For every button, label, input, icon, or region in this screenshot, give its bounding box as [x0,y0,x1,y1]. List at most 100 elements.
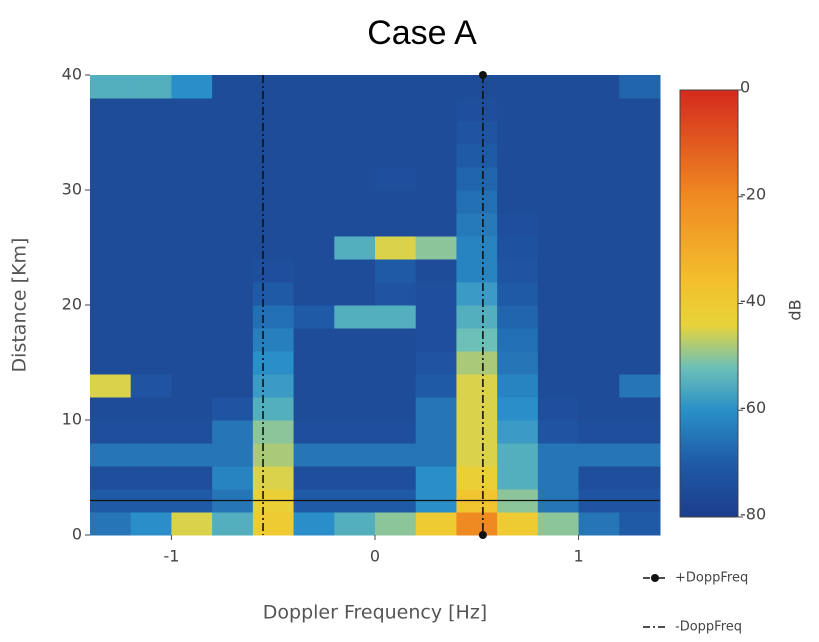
heatmap-cell [375,351,417,375]
heatmap-cell [334,374,376,398]
heatmap-cell [456,167,498,191]
heatmap-cell [375,213,417,237]
heatmap-cell [171,98,213,122]
heatmap-cell [619,512,661,536]
heatmap-cell [375,374,417,398]
heatmap-cell [497,213,539,237]
doppler-marker [478,71,487,79]
heatmap-cell [578,236,620,260]
heatmap-cell [375,167,417,191]
heatmap-cell [90,512,132,536]
heatmap-cell [375,75,417,99]
heatmap-cell [456,351,498,375]
heatmap-cell [375,466,417,490]
heatmap-cell [537,420,580,444]
heatmap-cell [293,466,335,490]
heatmap-cell [415,443,457,467]
heatmap-cell [171,282,213,306]
heatmap-cell [293,443,335,467]
heatmap-cell [375,443,417,467]
heatmap-cell [90,259,132,283]
heatmap-cell [130,167,172,191]
heatmap-cell [90,397,132,421]
heatmap-cell [130,512,172,536]
heatmap-cell [497,98,539,122]
heatmap-cell [90,328,132,352]
heatmap-cell [375,397,417,421]
heatmap-cell [497,167,539,191]
heatmap-cell [619,75,661,99]
heatmap-cell [497,512,539,536]
heatmap-cell [537,374,580,398]
heatmap-cell [171,213,213,237]
heatmap-cell [90,167,132,191]
heatmap-cell [90,121,132,145]
heatmap-cell [334,190,376,214]
heatmap-cell [415,420,457,444]
heatmap-cell [578,259,620,283]
heatmap-cell [171,466,213,490]
x-tick-label: 0 [370,547,380,566]
heatmap-cell [375,236,417,260]
heatmap-cell [456,98,498,122]
heatmap-cell [619,121,661,145]
heatmap-cell [293,351,335,375]
heatmap-cell [578,121,620,145]
heatmap-cell [252,259,295,283]
colorbar-tick-label: 0 [740,78,750,97]
heatmap-cell [252,75,295,99]
heatmap-cell [456,328,498,352]
heatmap-cell [334,512,376,536]
heatmap-cell [252,443,295,467]
heatmap-cell [130,121,172,145]
heatmap-cell [90,351,132,375]
heatmap-cell [130,397,172,421]
heatmap-cell [212,374,254,398]
heatmap-cell [497,144,539,168]
heatmap-cell [212,98,254,122]
heatmap-cell [90,190,132,214]
heatmap-cell [578,328,620,352]
heatmap-cell [252,397,295,421]
heatmap-cell [334,351,376,375]
heatmap-cell [537,443,580,467]
heatmap-cell [90,282,132,306]
heatmap-cell [619,167,661,191]
heatmap-cell [375,512,417,536]
heatmap-cell [415,305,457,329]
heatmap-cell [293,190,335,214]
heatmap-cell [212,236,254,260]
heatmap-cell [537,190,580,214]
heatmap-cell [578,305,620,329]
heatmap-cell [334,167,376,191]
heatmap-cell [171,374,213,398]
heatmap-cell [537,305,580,329]
heatmap-cell [375,259,417,283]
heatmap-cell [293,236,335,260]
heatmap-cell [334,259,376,283]
heatmap-cell [212,213,254,237]
heatmap-cell [171,75,213,99]
heatmap-cell [293,374,335,398]
heatmap-cell [537,512,580,536]
heatmap-cell [130,351,172,375]
heatmap-cell [171,305,213,329]
heatmap-cell [171,259,213,283]
heatmap-cell [252,512,295,536]
heatmap-cell [171,443,213,467]
heatmap-cell [90,144,132,168]
heatmap-cell [415,98,457,122]
heatmap-cell [497,443,539,467]
y-tick-label: 10 [62,410,82,429]
heatmap-cell [456,420,498,444]
heatmap-cell [293,75,335,99]
heatmap-cell [212,190,254,214]
heatmap-cell [293,397,335,421]
heatmap-cell [252,213,295,237]
heatmap-cell [375,282,417,306]
heatmap-cell [334,328,376,352]
heatmap-cell [334,121,376,145]
heatmap-cell [90,213,132,237]
heatmap-cell [334,443,376,467]
